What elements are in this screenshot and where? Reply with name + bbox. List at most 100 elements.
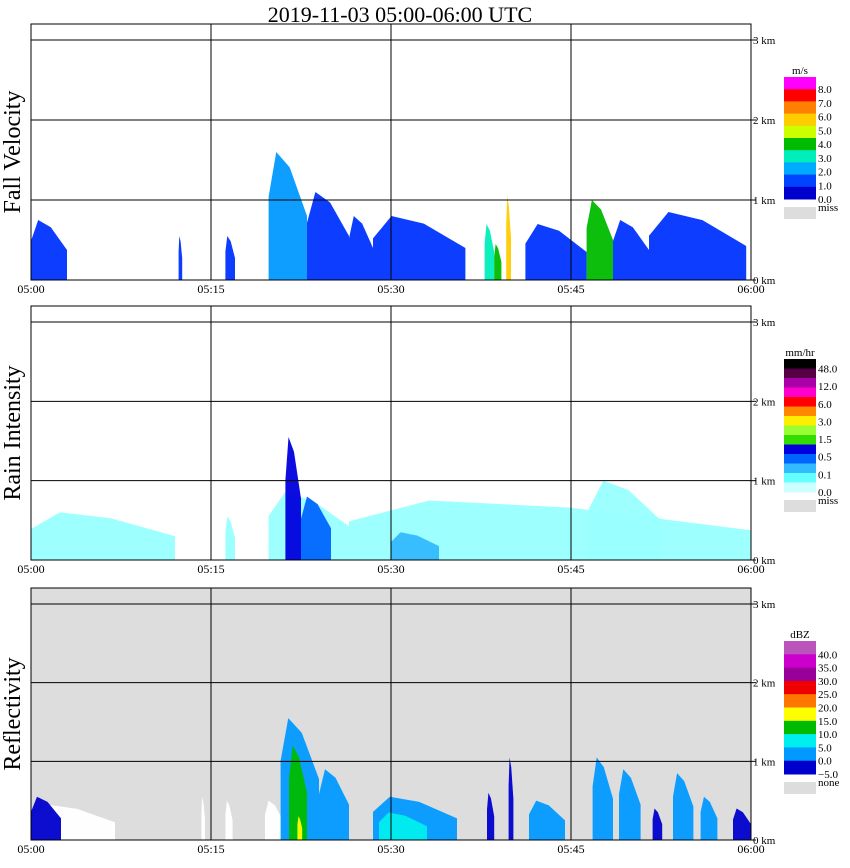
- rain-intensity-legend-swatch-13: [784, 482, 816, 493]
- rain-intensity-legend-label-1: 12.0: [818, 381, 838, 393]
- rain-intensity-legend-swatch-5: [784, 406, 816, 417]
- fall-velocity-legend-swatch-0: [784, 77, 816, 90]
- rain-intensity-xtick-label-4: 06:00: [737, 562, 764, 576]
- reflectivity-ytick-label-1: 1 km: [753, 756, 776, 768]
- fall-velocity-ylabel: Fall Velocity: [0, 91, 26, 214]
- rain-intensity-echo-3: [285, 437, 301, 560]
- panels: 0 km 1 km 2 km 3 km 05:00 05:15 05:30 05:45 06:0…: [0, 23, 840, 856]
- reflectivity-legend-miss-swatch: [784, 782, 816, 794]
- reflectivity-xtick-label-3: 05:45: [557, 842, 584, 856]
- fall-velocity-legend-swatch-3: [784, 113, 816, 127]
- reflectivity-legend-label-5: 15.0: [818, 716, 838, 728]
- reflectivity-ytick-label-3: 3 km: [753, 599, 776, 611]
- fall-velocity-echo-9: [506, 196, 511, 280]
- rain-intensity-legend-label-4: 1.5: [818, 434, 832, 446]
- rain-intensity-legend-swatch-4: [784, 397, 816, 407]
- rain-intensity-panel: 0 km 1 km 2 km 3 km 05:00 05:15 05:30 05:45 06:0…: [0, 305, 838, 576]
- fall-velocity-legend-unit: m/s: [792, 65, 808, 77]
- reflectivity-xtick-label-1: 05:15: [197, 842, 224, 856]
- rain-intensity-echo-6: [589, 480, 661, 560]
- fall-velocity-echo-2: [225, 236, 235, 280]
- reflectivity-echo-2: [201, 796, 205, 840]
- rain-intensity-legend-label-3: 3.0: [818, 416, 832, 428]
- fall-velocity-legend-label-4: 4.0: [818, 139, 832, 151]
- rain-intensity-ytick-label-3: 3 km: [753, 317, 776, 329]
- reflectivity-echo-1: [31, 796, 61, 840]
- fall-velocity-frame: [30, 23, 752, 281]
- fall-velocity-legend-label-6: 2.0: [818, 167, 832, 179]
- fall-velocity-legend-label-8: 0.0: [818, 194, 832, 206]
- fall-velocity-echo-11: [586, 200, 613, 280]
- reflectivity-legend-label-2: 30.0: [818, 676, 838, 688]
- rain-intensity-legend-label-7: 0.0: [818, 487, 832, 499]
- reflectivity-legend-label-0: 40.0: [818, 649, 838, 661]
- reflectivity-echo-6: [289, 745, 307, 840]
- reflectivity-ytick-label-0: 0 km: [753, 835, 776, 847]
- reflectivity-echo-8: [319, 769, 349, 840]
- fall-velocity-ytick-label-3: 3 km: [753, 35, 776, 47]
- fall-velocity-legend-label-0: 8.0: [818, 84, 832, 96]
- reflectivity-legend-label-4: 20.0: [818, 703, 838, 715]
- reflectivity-legend-swatch-5: [784, 707, 816, 722]
- reflectivity-echo-11: [487, 792, 495, 840]
- reflectivity-legend-label-7: 5.0: [818, 742, 832, 754]
- reflectivity-legend-swatch-4: [784, 694, 816, 708]
- reflectivity-echo-16: [652, 808, 663, 840]
- reflectivity-echo-13: [529, 800, 565, 840]
- rain-intensity-xtick-label-0: 05:00: [17, 562, 44, 576]
- fall-velocity-xtick-label-1: 05:15: [197, 282, 224, 296]
- rain-intensity-legend-miss-swatch: [784, 500, 816, 512]
- reflectivity-ylabel: Reflectivity: [0, 657, 26, 770]
- rain-intensity-legend-label-2: 6.0: [818, 399, 832, 411]
- fall-velocity-legend-label-5: 3.0: [818, 153, 832, 165]
- fall-velocity-ytick-label-2: 2 km: [753, 115, 776, 127]
- reflectivity-legend-label-3: 25.0: [818, 689, 838, 701]
- reflectivity-xtick-label-4: 06:00: [737, 842, 764, 856]
- fall-velocity-legend-swatch-2: [784, 101, 816, 115]
- figure-title: 2019-11-03 05:00-06:00 UTC: [268, 2, 532, 27]
- reflectivity-legend-swatch-0: [784, 641, 816, 655]
- rain-intensity-xtick-label-2: 05:30: [377, 562, 404, 576]
- reflectivity-legend-swatch-9: [784, 760, 816, 775]
- reflectivity-echo-3: [225, 800, 233, 840]
- rain-intensity-ytick-label-0: 0 km: [753, 555, 776, 567]
- fall-velocity-ytick-label-1: 1 km: [753, 195, 776, 207]
- fall-velocity-echo-3: [268, 152, 307, 280]
- rain-intensity-echo-7: [391, 532, 439, 560]
- reflectivity-legend-label-8: 0.0: [818, 756, 832, 768]
- fall-velocity-legend-miss-label: miss: [818, 202, 838, 214]
- rain-intensity-ytick-label-1: 1 km: [753, 476, 776, 488]
- rain-intensity-legend-label-6: 0.1: [818, 469, 832, 481]
- reflectivity-legend-label-1: 35.0: [818, 663, 838, 675]
- rain-intensity-legend-swatch-12: [784, 473, 816, 483]
- reflectivity-legend-label-9: −5.0: [818, 769, 838, 781]
- fall-velocity-legend-swatch-7: [784, 162, 816, 176]
- rain-intensity-ylabel: Rain Intensity: [0, 365, 26, 500]
- reflectivity-legend-swatch-8: [784, 747, 816, 762]
- fall-velocity-panel: 0 km 1 km 2 km 3 km 05:00 05:15 05:30 05:45 06:0…: [0, 23, 838, 296]
- fall-velocity-echo-8: [494, 244, 502, 280]
- reflectivity-panel: 0 km 1 km 2 km 3 km 05:00 05:15 05:30 05:45 06:0…: [0, 587, 840, 856]
- rain-intensity-legend-unit: mm/hr: [785, 347, 815, 359]
- reflectivity-legend-swatch-6: [784, 720, 816, 735]
- fall-velocity-echo-4: [307, 192, 349, 280]
- fall-velocity-xtick-label-3: 05:45: [557, 282, 584, 296]
- rain-intensity-ytick-label-2: 2 km: [753, 396, 776, 408]
- rain-intensity-legend-swatch-8: [784, 435, 816, 445]
- rain-intensity-xtick-label-3: 05:45: [557, 562, 584, 576]
- rain-intensity-legend-swatch-7: [784, 425, 816, 436]
- reflectivity-frame: [30, 587, 752, 841]
- rain-intensity-legend-swatch-6: [784, 416, 816, 426]
- fall-velocity-echo-6: [373, 216, 466, 280]
- rain-intensity-frame: [30, 305, 752, 561]
- reflectivity-echo-18: [700, 796, 718, 840]
- rain-intensity-legend-swatch-2: [784, 378, 816, 388]
- rain-intensity-legend-swatch-10: [784, 454, 816, 464]
- rain-intensity-echo-0: [31, 512, 175, 560]
- fall-velocity-echo-5: [349, 216, 373, 280]
- fall-velocity-xtick-label-2: 05:30: [377, 282, 404, 296]
- fall-velocity-legend-swatch-5: [784, 138, 816, 151]
- reflectivity-echo-12: [508, 757, 514, 840]
- reflectivity-legend-miss-label: none: [818, 777, 840, 789]
